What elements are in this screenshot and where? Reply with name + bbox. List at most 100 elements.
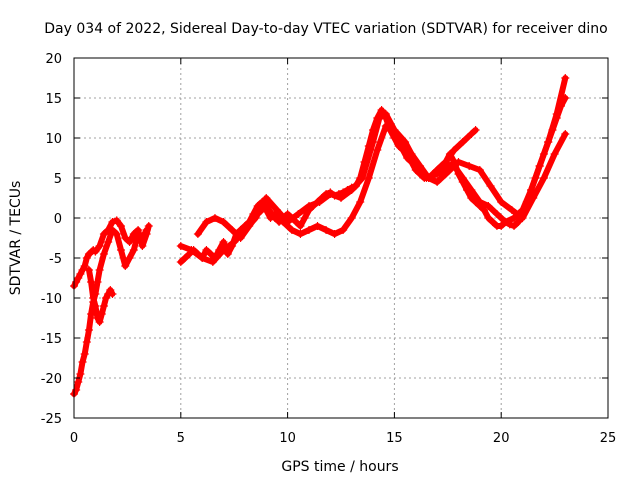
data-series-arc-c: [84, 266, 117, 326]
data-point: [138, 234, 147, 242]
x-tick-label: 0: [70, 431, 78, 446]
data-point: [193, 230, 202, 238]
chart-title: Day 034 of 2022, Sidereal Day-to-day VTE…: [44, 21, 607, 37]
data-point: [390, 130, 399, 138]
data-point: [403, 154, 412, 162]
data-point: [465, 162, 474, 170]
data-point: [262, 194, 271, 202]
data-point: [112, 230, 121, 238]
data-point: [527, 186, 536, 194]
data-point: [202, 246, 211, 254]
data-point: [97, 310, 106, 318]
data-point: [116, 246, 125, 254]
data-point: [219, 218, 228, 226]
data-point: [375, 114, 384, 122]
data-point: [142, 226, 151, 234]
data-point: [304, 202, 313, 210]
data-point: [381, 110, 390, 118]
data-point: [245, 222, 254, 230]
data-point: [287, 226, 296, 234]
data-point: [89, 294, 98, 302]
data-point: [210, 214, 219, 222]
y-tick-label: 5: [54, 172, 62, 187]
data-point: [458, 138, 467, 146]
data-point: [82, 338, 91, 346]
data-point: [304, 226, 313, 234]
data-point: [91, 302, 100, 310]
data-point: [99, 250, 108, 258]
data-point: [294, 210, 303, 218]
data-point: [416, 162, 425, 170]
data-point: [230, 238, 239, 246]
y-tick-label: -15: [41, 332, 62, 347]
data-point: [262, 202, 271, 210]
data-point: [544, 138, 553, 146]
data-point: [99, 302, 108, 310]
data-point: [219, 238, 228, 246]
data-point: [507, 206, 516, 214]
x-tick-label: 15: [386, 431, 403, 446]
plot-area: [70, 74, 570, 398]
data-point: [296, 222, 305, 230]
data-point: [486, 182, 495, 190]
data-point: [181, 254, 190, 262]
data-point: [72, 386, 81, 394]
y-tick-label: 10: [45, 132, 62, 147]
data-point: [223, 250, 232, 258]
data-point: [433, 166, 442, 174]
x-tick-label: 25: [600, 431, 617, 446]
data-point: [313, 222, 322, 230]
data-point: [138, 242, 147, 250]
data-point: [467, 186, 476, 194]
data-point: [208, 258, 217, 266]
data-point: [272, 206, 281, 214]
data-point: [84, 266, 93, 274]
data-point: [202, 218, 211, 226]
data-point: [488, 218, 497, 226]
data-point: [270, 214, 279, 222]
data-point: [108, 290, 117, 298]
plot-frame: [73, 57, 609, 419]
data-point: [198, 254, 207, 262]
data-point: [337, 194, 345, 202]
y-tick-label: -25: [41, 412, 62, 427]
data-point: [497, 198, 506, 206]
x-tick-label: 10: [279, 431, 296, 446]
series-line: [71, 227, 150, 397]
data-point: [315, 198, 324, 206]
data-point: [441, 158, 450, 166]
data-point: [206, 250, 215, 258]
data-point: [108, 218, 117, 226]
data-point: [80, 350, 89, 358]
data-point: [433, 178, 442, 186]
data-point: [236, 234, 245, 242]
data-series-arc-a: [70, 216, 153, 290]
data-point: [176, 242, 185, 250]
data-point: [539, 174, 548, 182]
data-point: [219, 246, 228, 254]
data-point: [279, 218, 288, 226]
x-tick-label: 20: [493, 431, 510, 446]
data-point: [458, 174, 467, 182]
data-point: [322, 226, 331, 234]
data-point: [552, 110, 561, 118]
data-point: [84, 326, 93, 334]
data-point: [108, 226, 117, 234]
data-point: [475, 166, 484, 174]
data-point: [407, 150, 416, 158]
data-point: [364, 174, 373, 182]
data-point: [381, 122, 390, 130]
data-point: [112, 216, 121, 225]
data-point: [91, 247, 100, 256]
data-point: [76, 370, 85, 378]
data-point: [369, 138, 378, 146]
y-tick-label: 20: [45, 52, 62, 67]
data-point: [125, 254, 134, 262]
series-line: [434, 127, 479, 173]
data-point: [74, 378, 83, 386]
data-point: [134, 230, 143, 238]
data-point: [330, 230, 339, 238]
series-line: [194, 75, 569, 241]
data-point: [510, 214, 519, 222]
data-point: [339, 226, 348, 234]
